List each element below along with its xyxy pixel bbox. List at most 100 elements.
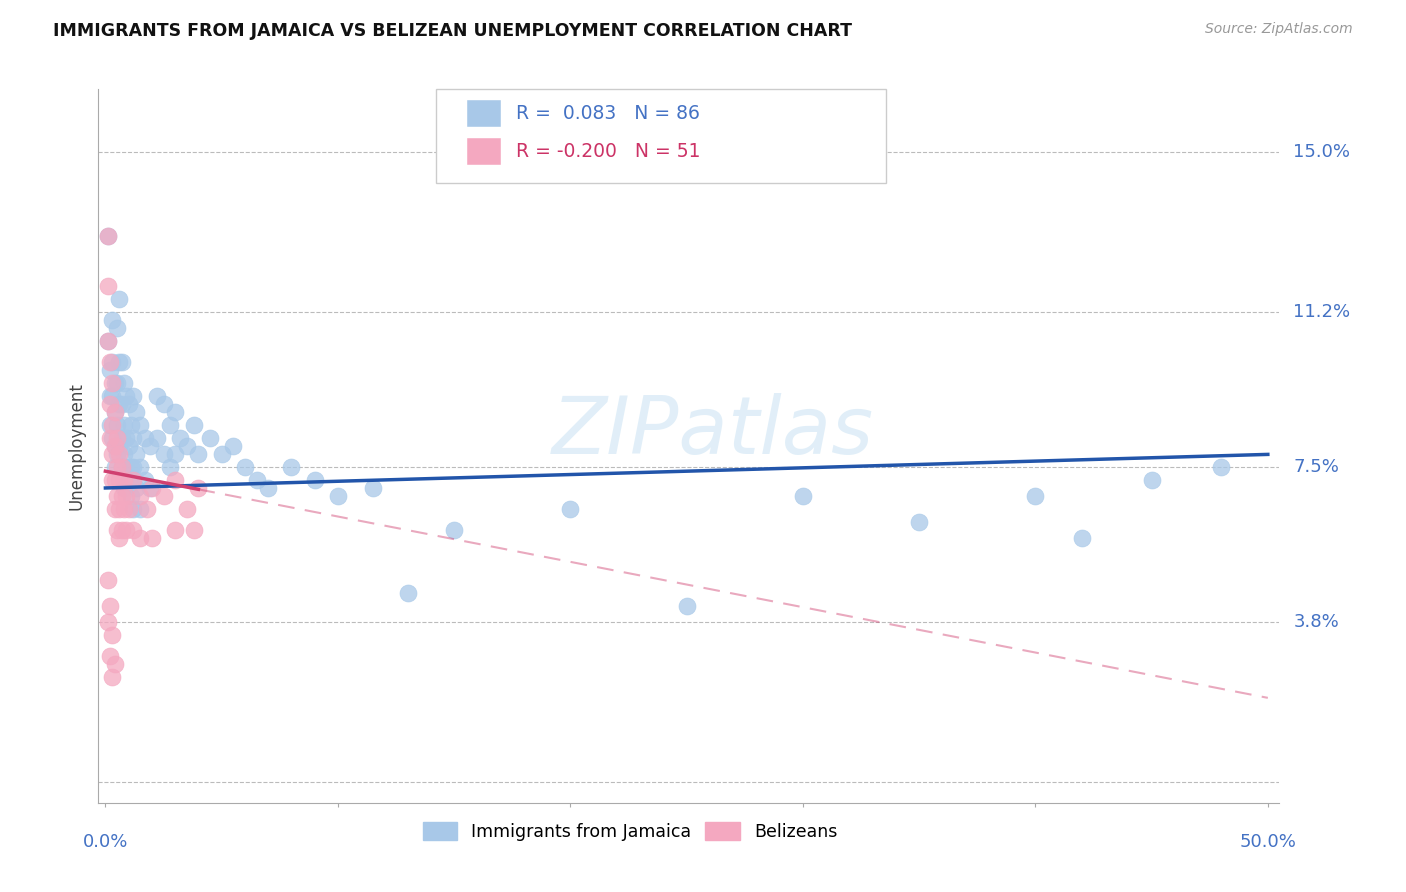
Point [136, 502, 159, 516]
Point [141, 532, 163, 546]
Point [112, 447, 135, 461]
Text: ZIPatlas: ZIPatlas [551, 392, 873, 471]
Point [141, 481, 163, 495]
Point [101, 376, 124, 390]
Point [159, 417, 181, 432]
Text: Source: ZipAtlas.com: Source: ZipAtlas.com [1205, 22, 1353, 37]
Point [124, 481, 146, 495]
Point [115, 523, 138, 537]
Point [1140, 473, 1163, 487]
Point [97, 229, 120, 244]
Point [159, 460, 181, 475]
Point [361, 481, 384, 495]
Point [165, 473, 187, 487]
Point [115, 489, 138, 503]
Text: 0.0%: 0.0% [83, 833, 128, 851]
Point [108, 532, 131, 546]
Point [304, 473, 326, 487]
Point [111, 489, 134, 503]
Point [152, 397, 174, 411]
Point [152, 447, 174, 461]
Point [1070, 532, 1092, 546]
Point [183, 417, 205, 432]
Point [120, 460, 142, 475]
Point [1211, 460, 1233, 475]
Point [134, 473, 156, 487]
Point [122, 523, 145, 537]
Point [108, 502, 131, 516]
Point [120, 489, 142, 503]
Point [108, 447, 131, 461]
Point [675, 599, 697, 613]
Point [105, 489, 128, 503]
Text: R =  0.083   N = 86: R = 0.083 N = 86 [516, 103, 700, 123]
Point [104, 439, 127, 453]
Point [112, 376, 135, 390]
Point [104, 460, 127, 475]
Point [396, 586, 419, 600]
Point [222, 439, 245, 453]
Point [105, 376, 128, 390]
Point [129, 502, 152, 516]
Point [183, 523, 205, 537]
Point [98, 397, 121, 411]
Text: R = -0.200   N = 51: R = -0.200 N = 51 [516, 142, 700, 161]
Point [101, 447, 124, 461]
Text: 3.8%: 3.8% [1294, 614, 1339, 632]
Point [101, 628, 124, 642]
Point [111, 397, 134, 411]
Point [115, 460, 138, 475]
Point [97, 279, 120, 293]
Point [104, 502, 127, 516]
Point [105, 431, 128, 445]
Point [112, 481, 135, 495]
Point [104, 473, 127, 487]
Text: 7.5%: 7.5% [1294, 458, 1340, 476]
Point [443, 523, 465, 537]
Point [165, 447, 187, 461]
Point [198, 431, 221, 445]
Point [152, 489, 174, 503]
Point [129, 532, 152, 546]
Point [245, 473, 267, 487]
Point [98, 599, 121, 613]
Point [104, 376, 127, 390]
Point [98, 363, 121, 377]
Point [101, 355, 124, 369]
Text: 11.2%: 11.2% [1294, 302, 1351, 321]
Text: 15.0%: 15.0% [1294, 143, 1350, 161]
Point [101, 313, 124, 327]
Point [233, 460, 256, 475]
Point [792, 489, 814, 503]
Point [187, 481, 209, 495]
Point [112, 502, 135, 516]
Point [104, 439, 127, 453]
Point [98, 417, 121, 432]
Point [211, 447, 233, 461]
Point [187, 447, 209, 461]
Point [560, 502, 582, 516]
Point [117, 502, 139, 516]
Point [120, 417, 142, 432]
Point [138, 439, 160, 453]
Text: 50.0%: 50.0% [1240, 833, 1296, 851]
Point [124, 405, 146, 419]
Point [98, 389, 121, 403]
Point [176, 439, 198, 453]
Point [104, 405, 127, 419]
Point [108, 473, 131, 487]
Point [101, 417, 124, 432]
Point [111, 460, 134, 475]
Point [105, 523, 128, 537]
Point [111, 523, 134, 537]
Point [129, 489, 152, 503]
Point [165, 523, 187, 537]
Point [122, 460, 145, 475]
Point [280, 460, 302, 475]
Point [117, 439, 139, 453]
Point [115, 389, 138, 403]
Point [129, 460, 152, 475]
Point [908, 515, 931, 529]
Point [108, 355, 131, 369]
Point [129, 417, 152, 432]
